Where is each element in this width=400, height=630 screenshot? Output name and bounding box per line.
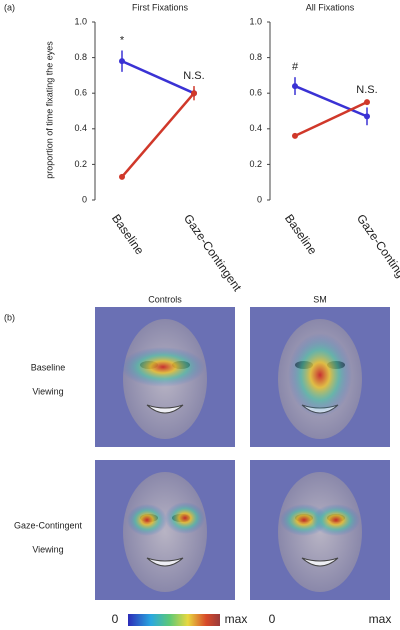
scale-min: 0 (269, 612, 276, 626)
row-label: Viewing (32, 544, 63, 554)
panel-label: (b) (4, 312, 15, 322)
point (119, 173, 125, 180)
x-tick-label: Gaze-Contingent (354, 212, 400, 295)
point (292, 132, 298, 139)
heatmap (249, 459, 391, 601)
annotation: N.S. (183, 70, 204, 82)
annotation: # (292, 61, 299, 73)
point (292, 83, 298, 90)
y-tick-label: 0.2 (249, 159, 262, 169)
heatmap (94, 459, 236, 601)
series-line (294, 84, 368, 118)
y-tick-label: 0 (82, 194, 87, 204)
point (364, 99, 370, 106)
colorbar (128, 614, 220, 626)
point (119, 58, 125, 65)
scale-max: max (225, 612, 248, 626)
y-tick-label: 0.6 (74, 88, 87, 98)
point (364, 113, 370, 120)
y-tick-label: 0 (257, 194, 262, 204)
point (191, 90, 197, 97)
x-tick-label: Gaze-Contingent (181, 212, 245, 295)
heatmap (249, 306, 391, 448)
y-tick-label: 1.0 (74, 16, 87, 26)
x-tick-label: Baseline (109, 212, 147, 258)
heatmap (94, 306, 236, 448)
y-tick-label: 0.4 (249, 123, 262, 133)
chart-title: All Fixations (306, 2, 355, 12)
scale-max: max (369, 612, 392, 626)
series-line (121, 92, 195, 178)
y-tick-label: 0.8 (74, 52, 87, 62)
annotation: N.S. (356, 84, 377, 96)
column-title: Controls (148, 294, 182, 304)
y-axis-label: proportion of time fixating the eyes (44, 41, 54, 179)
panel-label: (a) (4, 2, 15, 12)
y-tick-label: 0.4 (74, 123, 87, 133)
y-tick-label: 0.6 (249, 88, 262, 98)
y-tick-label: 0.8 (249, 52, 262, 62)
column-title: SM (313, 294, 327, 304)
y-tick-label: 1.0 (249, 16, 262, 26)
row-label: Baseline (31, 362, 66, 372)
series-line (121, 60, 195, 95)
annotation: * (120, 34, 125, 46)
row-label: Gaze-Contingent (14, 520, 83, 530)
series-line (294, 100, 368, 138)
row-label: Viewing (32, 386, 63, 396)
y-tick-label: 0.2 (74, 159, 87, 169)
scale-min: 0 (112, 612, 119, 626)
x-tick-label: Baseline (282, 212, 320, 258)
chart-title: First Fixations (132, 2, 189, 12)
